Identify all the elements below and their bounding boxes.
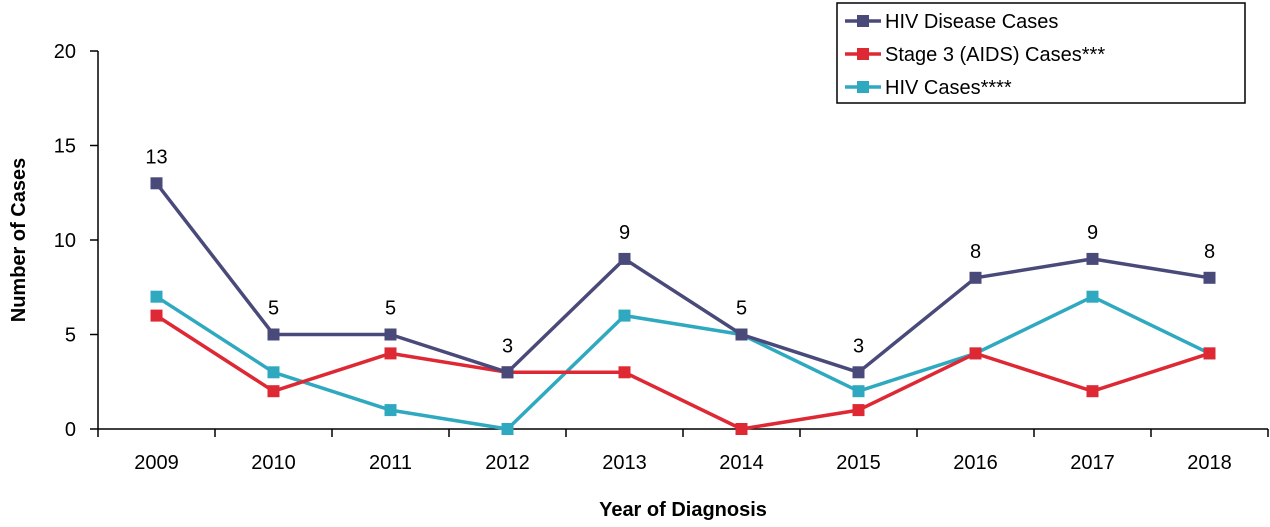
y-axis-title: Number of Cases <box>8 158 30 323</box>
series-markers <box>150 177 1216 435</box>
series-2-marker <box>150 290 163 303</box>
series-1-marker <box>618 366 631 379</box>
series-2-marker <box>1086 290 1099 303</box>
series-2-marker <box>618 309 631 322</box>
x-tick-label: 2017 <box>1070 452 1115 474</box>
x-tick-label: 2013 <box>602 452 647 474</box>
series-0-marker <box>852 366 865 379</box>
series-0-marker <box>501 366 514 379</box>
series-0-marker <box>150 177 163 190</box>
series-0-marker <box>1086 252 1099 265</box>
y-tick-label: 5 <box>65 325 76 347</box>
legend-box <box>836 2 1246 104</box>
series-0-marker <box>969 271 982 284</box>
y-tick-label: 20 <box>54 41 76 63</box>
data-label: 9 <box>1087 222 1098 244</box>
x-axis-ticks: 2009 2010 2011 2012 2013 2014 2015 2016 2017 2018 <box>97 429 1269 474</box>
series-0-marker <box>735 328 748 341</box>
data-label: 3 <box>502 335 513 357</box>
y-axis-ticks: 0 5 10 15 20 <box>54 41 98 441</box>
series-1-marker <box>150 309 163 322</box>
series-0-marker <box>1203 271 1216 284</box>
series-line-1 <box>155 314 1211 431</box>
legend-label-2: HIV Cases**** <box>885 77 1012 99</box>
data-labels: 13 5 5 3 9 5 3 8 9 8 <box>145 146 1215 357</box>
series-1-marker <box>267 385 280 398</box>
legend-marker-1 <box>857 48 869 60</box>
data-label: 3 <box>853 335 864 357</box>
series-line-0 <box>155 182 1210 375</box>
series-1-marker <box>969 347 982 360</box>
series-line-2 <box>155 294 1211 431</box>
data-label: 13 <box>145 146 167 168</box>
series-0-marker <box>618 252 631 265</box>
series-1-marker <box>384 347 397 360</box>
series-2-marker <box>501 423 514 435</box>
y-tick-label: 0 <box>65 419 76 441</box>
x-tick-label: 2010 <box>251 452 296 474</box>
x-tick-label: 2015 <box>836 452 881 474</box>
data-label: 5 <box>385 298 396 320</box>
series-1-marker <box>735 423 748 435</box>
x-tick-label: 2014 <box>719 452 764 474</box>
x-tick-label: 2011 <box>369 452 412 474</box>
data-label: 8 <box>1204 241 1215 263</box>
series-1-marker <box>1086 385 1099 398</box>
series-1-marker <box>852 404 865 417</box>
data-label: 5 <box>268 298 279 320</box>
series-lines <box>155 182 1211 431</box>
series-0-marker <box>384 328 397 341</box>
data-label: 9 <box>619 222 630 244</box>
legend-marker-2 <box>857 81 869 93</box>
legend-label-0: HIV Disease Cases <box>885 11 1058 33</box>
x-axis-title: Year of Diagnosis <box>599 499 767 521</box>
x-tick-label: 2009 <box>134 452 179 474</box>
data-label: 5 <box>736 298 747 320</box>
series-2-marker <box>384 404 397 417</box>
y-tick-label: 10 <box>54 230 76 252</box>
y-tick-label: 15 <box>54 136 76 158</box>
series-0-marker <box>267 328 280 341</box>
series-2-marker <box>267 366 280 379</box>
series-2-marker <box>852 385 865 398</box>
x-tick-label: 2018 <box>1187 452 1232 474</box>
series-1-marker <box>1203 347 1216 360</box>
x-tick-label: 2012 <box>485 452 530 474</box>
legend: HIV Disease Cases Stage 3 (AIDS) Cases***… <box>836 2 1246 104</box>
data-label: 8 <box>970 241 981 263</box>
x-tick-label: 2016 <box>953 452 998 474</box>
legend-label-1: Stage 3 (AIDS) Cases*** <box>885 44 1105 66</box>
legend-marker-0 <box>857 15 869 27</box>
